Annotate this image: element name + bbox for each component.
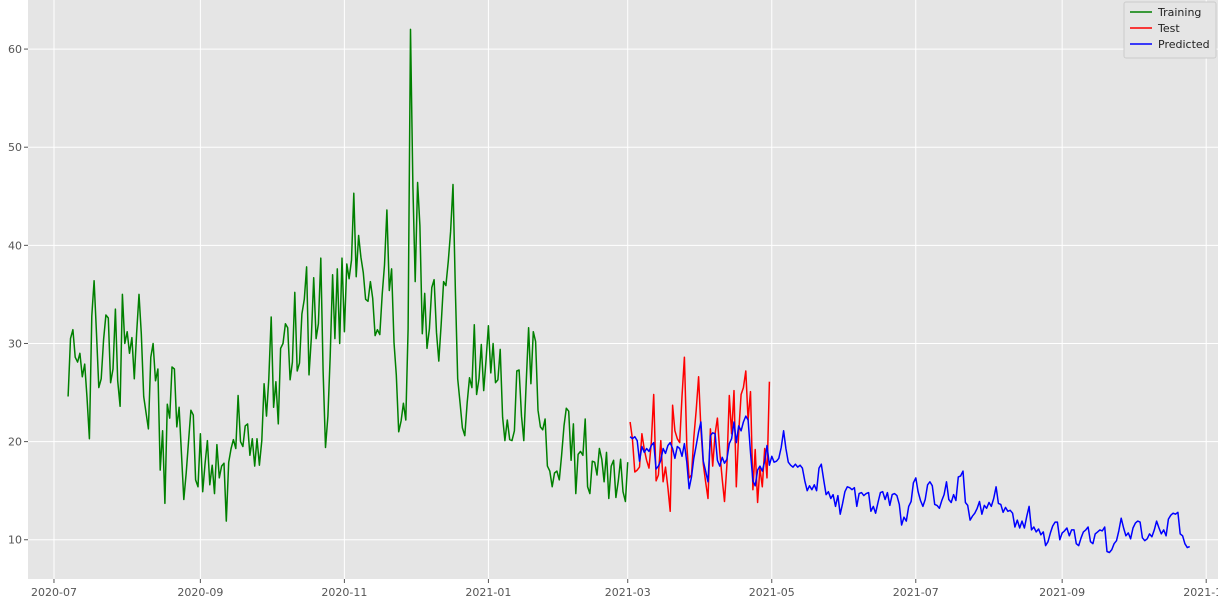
x-tick-label: 2021-03 <box>605 586 651 599</box>
x-tick-label: 2020-07 <box>31 586 77 599</box>
x-tick-label: 2021-01 <box>465 586 511 599</box>
y-tick-label: 60 <box>8 43 22 56</box>
y-tick-label: 10 <box>8 534 22 547</box>
y-tick-label: 50 <box>8 141 22 154</box>
y-tick-label: 30 <box>8 337 22 350</box>
series-line-training <box>67 28 629 522</box>
x-tick-label: 2021-07 <box>893 586 939 599</box>
series-line-test <box>629 356 771 513</box>
x-tick-label: 2020-09 <box>177 586 223 599</box>
y-tick-label: 20 <box>8 436 22 449</box>
y-tick-label: 40 <box>8 239 22 252</box>
grid <box>28 0 1218 579</box>
legend: Training Test Predicted <box>1123 1 1217 59</box>
x-tick-label: 2021-09 <box>1039 586 1085 599</box>
legend-label-training: Training <box>1157 6 1201 19</box>
series-line-predicted <box>629 415 1190 554</box>
axis-ticks: 2020-07 2020-09 2020-11 2021-01 2021-03 2021-… <box>8 43 1218 599</box>
x-tick-label: 2021-11 <box>1183 586 1218 599</box>
legend-label-test: Test <box>1157 22 1180 35</box>
series-lines <box>67 28 1190 554</box>
legend-label-predicted: Predicted <box>1158 38 1210 51</box>
x-tick-label: 2020-11 <box>321 586 367 599</box>
x-tick-label: 2021-05 <box>749 586 795 599</box>
